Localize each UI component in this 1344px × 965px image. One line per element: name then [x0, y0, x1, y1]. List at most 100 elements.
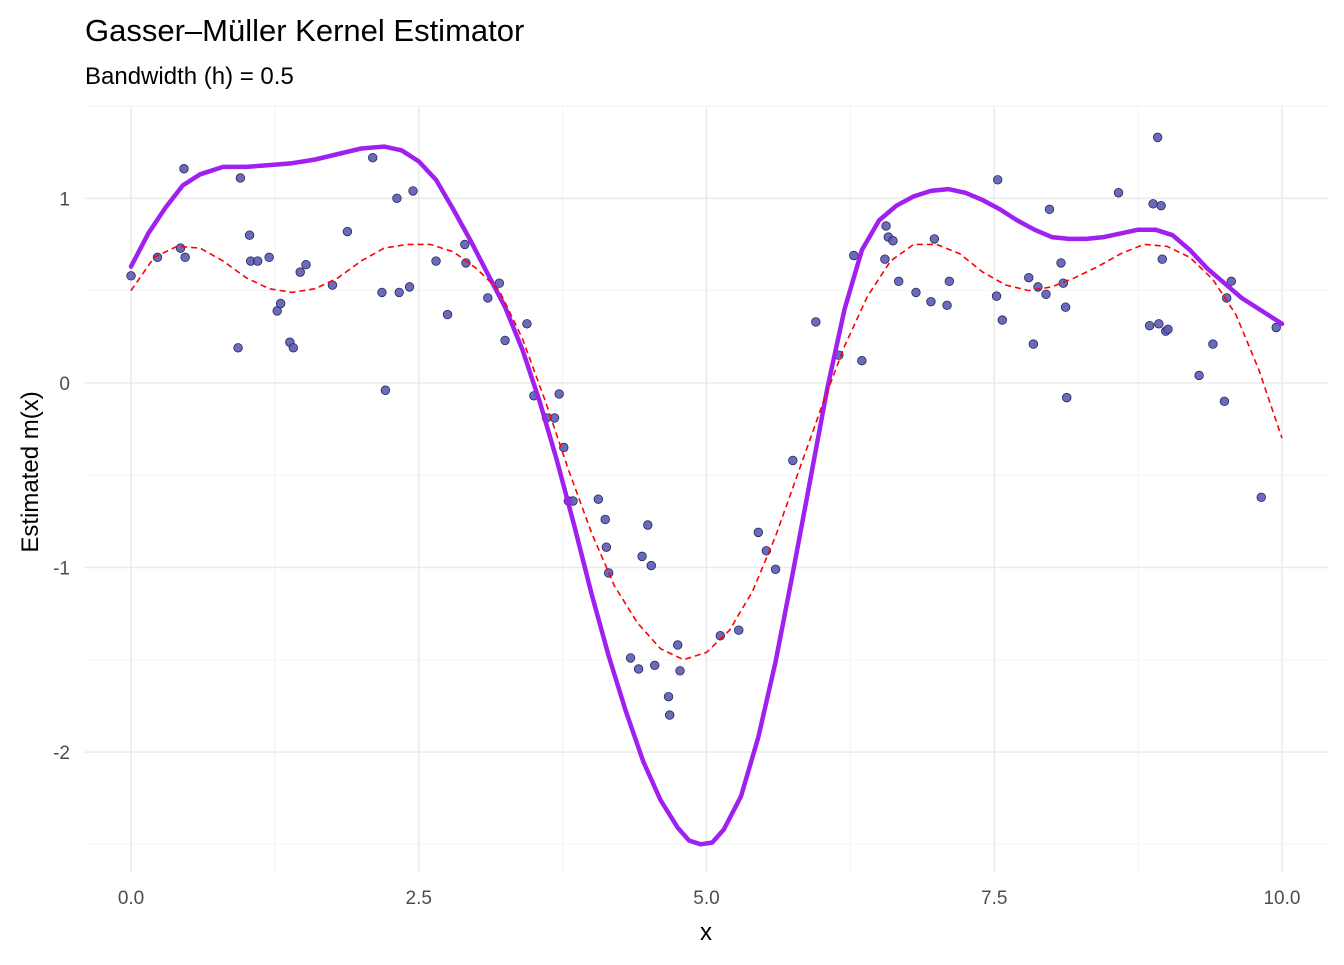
data-point [1163, 324, 1173, 335]
data-point [252, 256, 263, 266]
data-point [342, 226, 353, 237]
data-point [1226, 276, 1237, 287]
data-point [664, 710, 675, 720]
data-point [1028, 339, 1039, 349]
x-tick-label: 10.0 [1263, 888, 1300, 909]
data-point [404, 282, 415, 292]
data-point [295, 267, 305, 277]
data-point [377, 287, 387, 298]
data-point [500, 335, 510, 346]
data-point [643, 520, 653, 530]
data-point [646, 560, 656, 571]
data-point [601, 542, 612, 552]
data-point [997, 315, 1007, 325]
data-point [881, 221, 891, 231]
data-point [1058, 278, 1068, 288]
chart-subtitle: Bandwidth (h) = 0.5 [85, 63, 294, 90]
data-point [1222, 293, 1232, 303]
chart-title: Gasser–Müller Kernel Estimator [85, 13, 524, 48]
x-tick-label: 7.5 [981, 888, 1007, 909]
data-point [460, 239, 470, 250]
data-point [944, 276, 955, 287]
data-point [753, 527, 763, 538]
data-point [179, 164, 189, 174]
data-point [244, 230, 255, 240]
data-point [380, 385, 391, 395]
data-point [675, 666, 685, 676]
data-point [1208, 339, 1218, 349]
x-tick-label: 0.0 [118, 888, 144, 909]
data-point [880, 254, 890, 264]
data-point [849, 250, 859, 261]
data-point [894, 276, 904, 287]
data-point [264, 252, 274, 263]
data-point [991, 291, 1002, 301]
data-point [734, 625, 744, 635]
y-tick-label: -2 [53, 743, 70, 764]
data-point [1044, 204, 1055, 215]
true-function-curve [130, 243, 1283, 661]
data-point [233, 343, 243, 353]
data-point [559, 442, 569, 453]
y-axis-label: Estimated m(x) [17, 391, 44, 552]
grid [85, 105, 1328, 872]
data-point [637, 551, 647, 562]
data-point [394, 287, 404, 298]
data-point [1024, 272, 1034, 283]
data-point [442, 309, 453, 320]
data-point [1256, 492, 1266, 503]
data-point [1156, 200, 1166, 211]
data-point [770, 564, 781, 574]
data-point [431, 256, 441, 266]
data-point [673, 640, 683, 650]
data-point [1062, 392, 1072, 403]
data-point [408, 186, 418, 196]
data-point [1154, 319, 1164, 329]
data-point [1144, 320, 1155, 331]
x-axis-label: x [700, 919, 712, 946]
data-point [593, 494, 604, 504]
data-point [888, 236, 898, 246]
kernel-estimate-line [128, 144, 1285, 847]
data-points [126, 132, 1281, 720]
data-point [1157, 254, 1167, 264]
data-point [275, 298, 286, 309]
data-point [1056, 258, 1066, 268]
data-point [926, 296, 936, 307]
data-point [1219, 396, 1230, 407]
data-point [857, 356, 867, 366]
data-point [633, 664, 644, 674]
data-point [1148, 199, 1158, 209]
data-point [301, 260, 311, 270]
data-point [1113, 188, 1124, 198]
y-axis-ticks: -2 -1 0 1 [53, 189, 70, 764]
data-point [1271, 322, 1281, 333]
data-point [811, 317, 821, 327]
data-point [235, 173, 246, 183]
data-point [625, 653, 636, 663]
data-point [180, 252, 190, 263]
data-point [788, 455, 798, 466]
data-point [554, 389, 564, 399]
x-tick-label: 2.5 [406, 888, 432, 909]
data-point [600, 514, 610, 525]
data-point [929, 234, 940, 244]
data-point [152, 252, 163, 263]
y-tick-label: 0 [59, 374, 70, 395]
data-point [392, 193, 402, 203]
data-point [368, 152, 378, 163]
x-axis-ticks: 0.0 2.5 5.0 7.5 10.0 [118, 888, 1301, 909]
data-point [650, 660, 660, 670]
data-point [1152, 132, 1163, 143]
data-point [461, 258, 471, 268]
series-layer [126, 132, 1285, 847]
y-tick-label: -1 [53, 558, 70, 579]
data-point [126, 271, 136, 281]
data-point [483, 293, 493, 303]
data-point [1194, 370, 1204, 381]
data-point [522, 319, 532, 329]
data-point [288, 343, 299, 353]
data-point [911, 287, 921, 298]
